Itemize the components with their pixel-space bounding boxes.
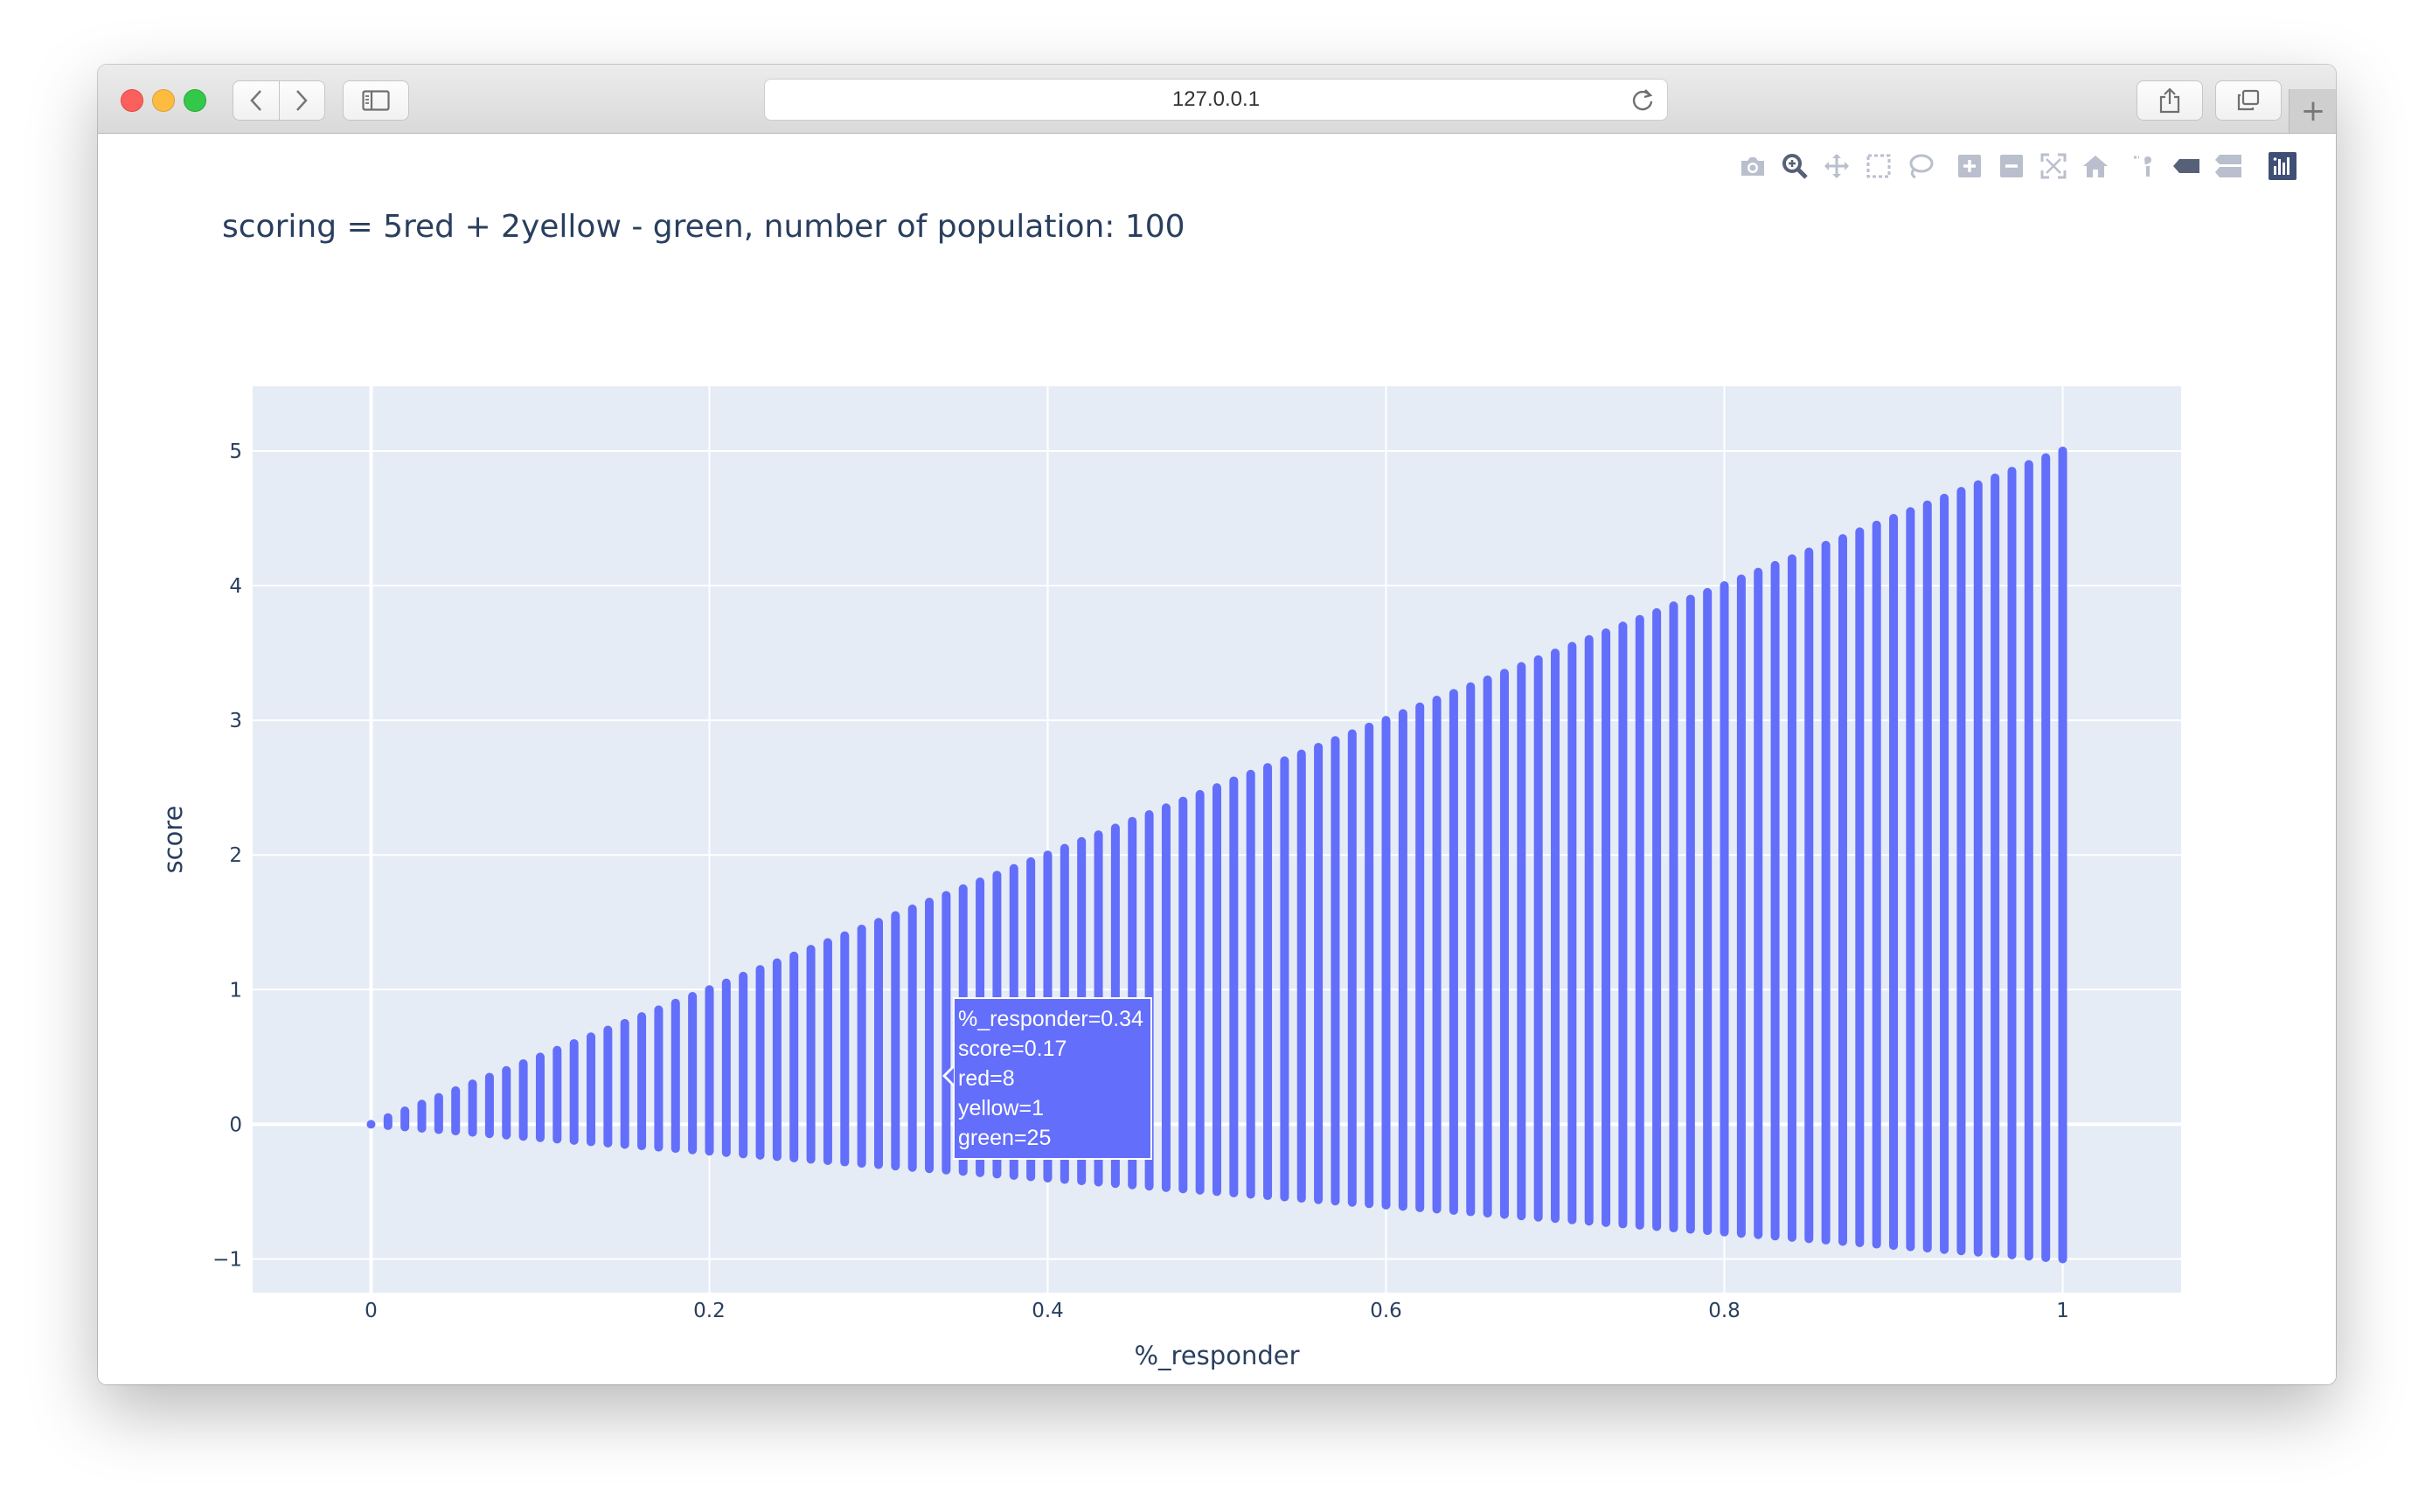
lasso-select-icon[interactable] <box>1906 151 1935 181</box>
share-icon <box>2159 87 2180 114</box>
share-button[interactable] <box>2137 80 2203 121</box>
y-tick-label: 3 <box>229 710 242 732</box>
y-tick-label: 4 <box>229 575 242 598</box>
plus-icon: + <box>2300 94 2326 128</box>
y-tick-label: −1 <box>212 1248 242 1271</box>
x-tick-label: 0.6 <box>1370 1300 1402 1322</box>
tooltip-line: %_responder=0.34 <box>958 1007 1143 1031</box>
tab-overview-button[interactable] <box>2215 80 2282 121</box>
reset-axes-icon[interactable] <box>2081 151 2110 181</box>
y-tick-label: 0 <box>229 1113 242 1136</box>
browser-window: 127.0.0.1 + 0 0.2 0.4 0 <box>98 65 2336 1384</box>
autoscale-icon[interactable] <box>2039 151 2068 181</box>
pan-icon[interactable] <box>1822 151 1852 181</box>
chevron-right-icon <box>296 90 308 111</box>
tooltip-line: yellow=1 <box>958 1096 1044 1120</box>
camera-icon[interactable] <box>1738 151 1768 181</box>
x-tick-label: 0.2 <box>693 1300 726 1322</box>
tooltip-arrow-fill <box>946 1068 954 1084</box>
x-tick-label: 0.8 <box>1708 1300 1741 1322</box>
plot-area[interactable]: 0 0.2 0.4 0.6 0.8 1 −1 0 1 2 3 4 5 %_responder score <box>98 134 2336 1384</box>
tooltip-line: red=8 <box>958 1066 1015 1091</box>
zoom-out-icon[interactable] <box>1997 151 2026 181</box>
address-bar[interactable]: 127.0.0.1 <box>764 79 1668 121</box>
title-bar: 127.0.0.1 + <box>98 65 2336 134</box>
x-tick-label: 1 <box>2056 1300 2069 1322</box>
hover-compare-icon[interactable] <box>2213 151 2243 181</box>
new-tab-button[interactable]: + <box>2289 89 2336 133</box>
y-axis-title: score <box>158 806 188 874</box>
close-window-button[interactable] <box>121 89 143 112</box>
tooltip-line: score=0.17 <box>958 1037 1067 1061</box>
modebar <box>98 149 2336 184</box>
box-select-icon[interactable] <box>1864 151 1893 181</box>
y-tick-label: 5 <box>229 440 242 463</box>
x-tick-label: 0.4 <box>1032 1300 1064 1322</box>
fullscreen-window-button[interactable] <box>184 89 206 112</box>
address-text: 127.0.0.1 <box>1171 87 1261 111</box>
x-tick-label: 0 <box>365 1300 378 1322</box>
divider <box>278 81 280 120</box>
reload-button[interactable] <box>1630 87 1655 118</box>
zoom-in-icon[interactable] <box>1955 151 1984 181</box>
history-navigation <box>233 80 325 121</box>
page-content: 0 0.2 0.4 0.6 0.8 1 −1 0 1 2 3 4 5 %_responder score s… <box>98 134 2336 1384</box>
forward-button[interactable] <box>279 81 324 120</box>
y-tick-label: 2 <box>229 844 242 867</box>
sidebar-icon <box>362 90 390 111</box>
sidebar-toggle-button[interactable] <box>343 80 409 121</box>
hover-closest-icon[interactable] <box>2171 151 2201 181</box>
hover-tooltip: %_responder=0.34 score=0.17 red=8 yellow… <box>942 997 1152 1160</box>
tooltip-line: green=25 <box>958 1126 1052 1150</box>
back-button[interactable] <box>233 81 279 120</box>
zoom-icon[interactable] <box>1780 151 1810 181</box>
y-tick-label: 1 <box>229 979 242 1002</box>
plotly-logo-icon[interactable] <box>2268 151 2297 181</box>
tabs-icon <box>2237 89 2260 111</box>
chevron-left-icon <box>250 90 261 111</box>
reload-icon <box>1632 89 1653 111</box>
chart-title: scoring = 5red + 2yellow - green, number… <box>222 209 1185 245</box>
spike-lines-icon[interactable] <box>2130 151 2159 181</box>
minimize-window-button[interactable] <box>152 89 175 112</box>
x-axis-title: %_responder <box>1135 1341 1300 1370</box>
